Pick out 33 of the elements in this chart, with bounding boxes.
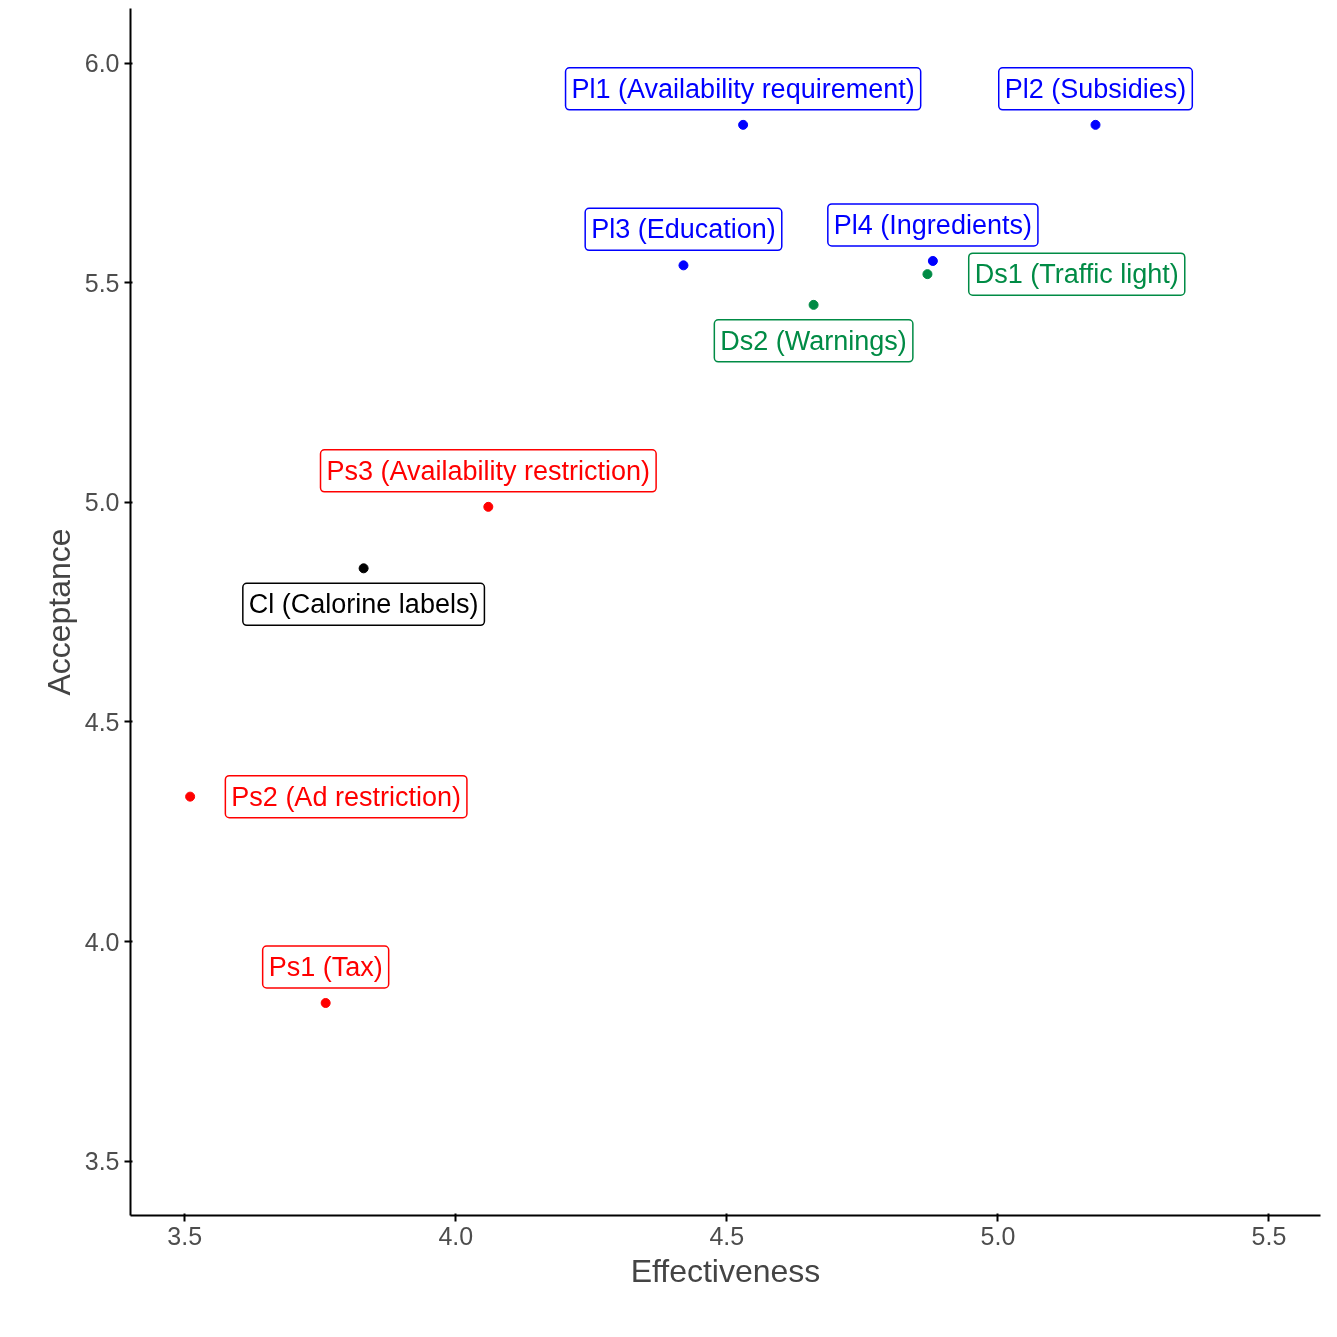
series-label: Ds1 (Traffic light) [974, 259, 1179, 290]
y-tick-label: 3.5 [84, 1147, 120, 1176]
y-tick-label: 5.5 [84, 268, 120, 297]
x-tick-label: 4.5 [709, 1221, 745, 1250]
point [320, 998, 331, 1008]
point [358, 563, 369, 574]
y-tick-label: 6.0 [84, 49, 120, 78]
series-label: Ds2 (Warnings) [720, 325, 907, 356]
series-label: Ps3 (Availability restriction) [326, 455, 651, 486]
x-tick-label: 3.5 [167, 1221, 203, 1250]
series-label: Pl4 (Ingredients) [833, 209, 1032, 240]
point [808, 299, 819, 310]
point [927, 255, 938, 266]
x-tick-label: 5.0 [980, 1221, 1016, 1250]
y-tick-label: 5.0 [84, 488, 120, 517]
point [922, 269, 933, 280]
series-label: Pl2 (Subsidies) [1004, 73, 1187, 104]
point [738, 119, 749, 130]
series-label: Pl3 (Education) [591, 214, 776, 245]
x-tick-label: 5.5 [1251, 1221, 1287, 1250]
y-tick-label: 4.0 [84, 927, 120, 956]
point [483, 501, 494, 512]
point [185, 791, 196, 802]
point [678, 260, 689, 271]
x-axis-title: Effectiveness [630, 1252, 821, 1289]
point [1090, 119, 1101, 130]
series-label: Cl (Calorine labels) [248, 589, 479, 620]
series-label: Ps2 (Ad restriction) [231, 781, 461, 812]
x-tick-label: 4.0 [438, 1221, 474, 1250]
series-label: Pl1 (Availability requirement) [571, 73, 915, 104]
series-label: Ps1 (Tax) [268, 951, 383, 982]
y-tick-label: 4.5 [84, 707, 120, 736]
y-axis-title: Acceptance [40, 528, 77, 696]
